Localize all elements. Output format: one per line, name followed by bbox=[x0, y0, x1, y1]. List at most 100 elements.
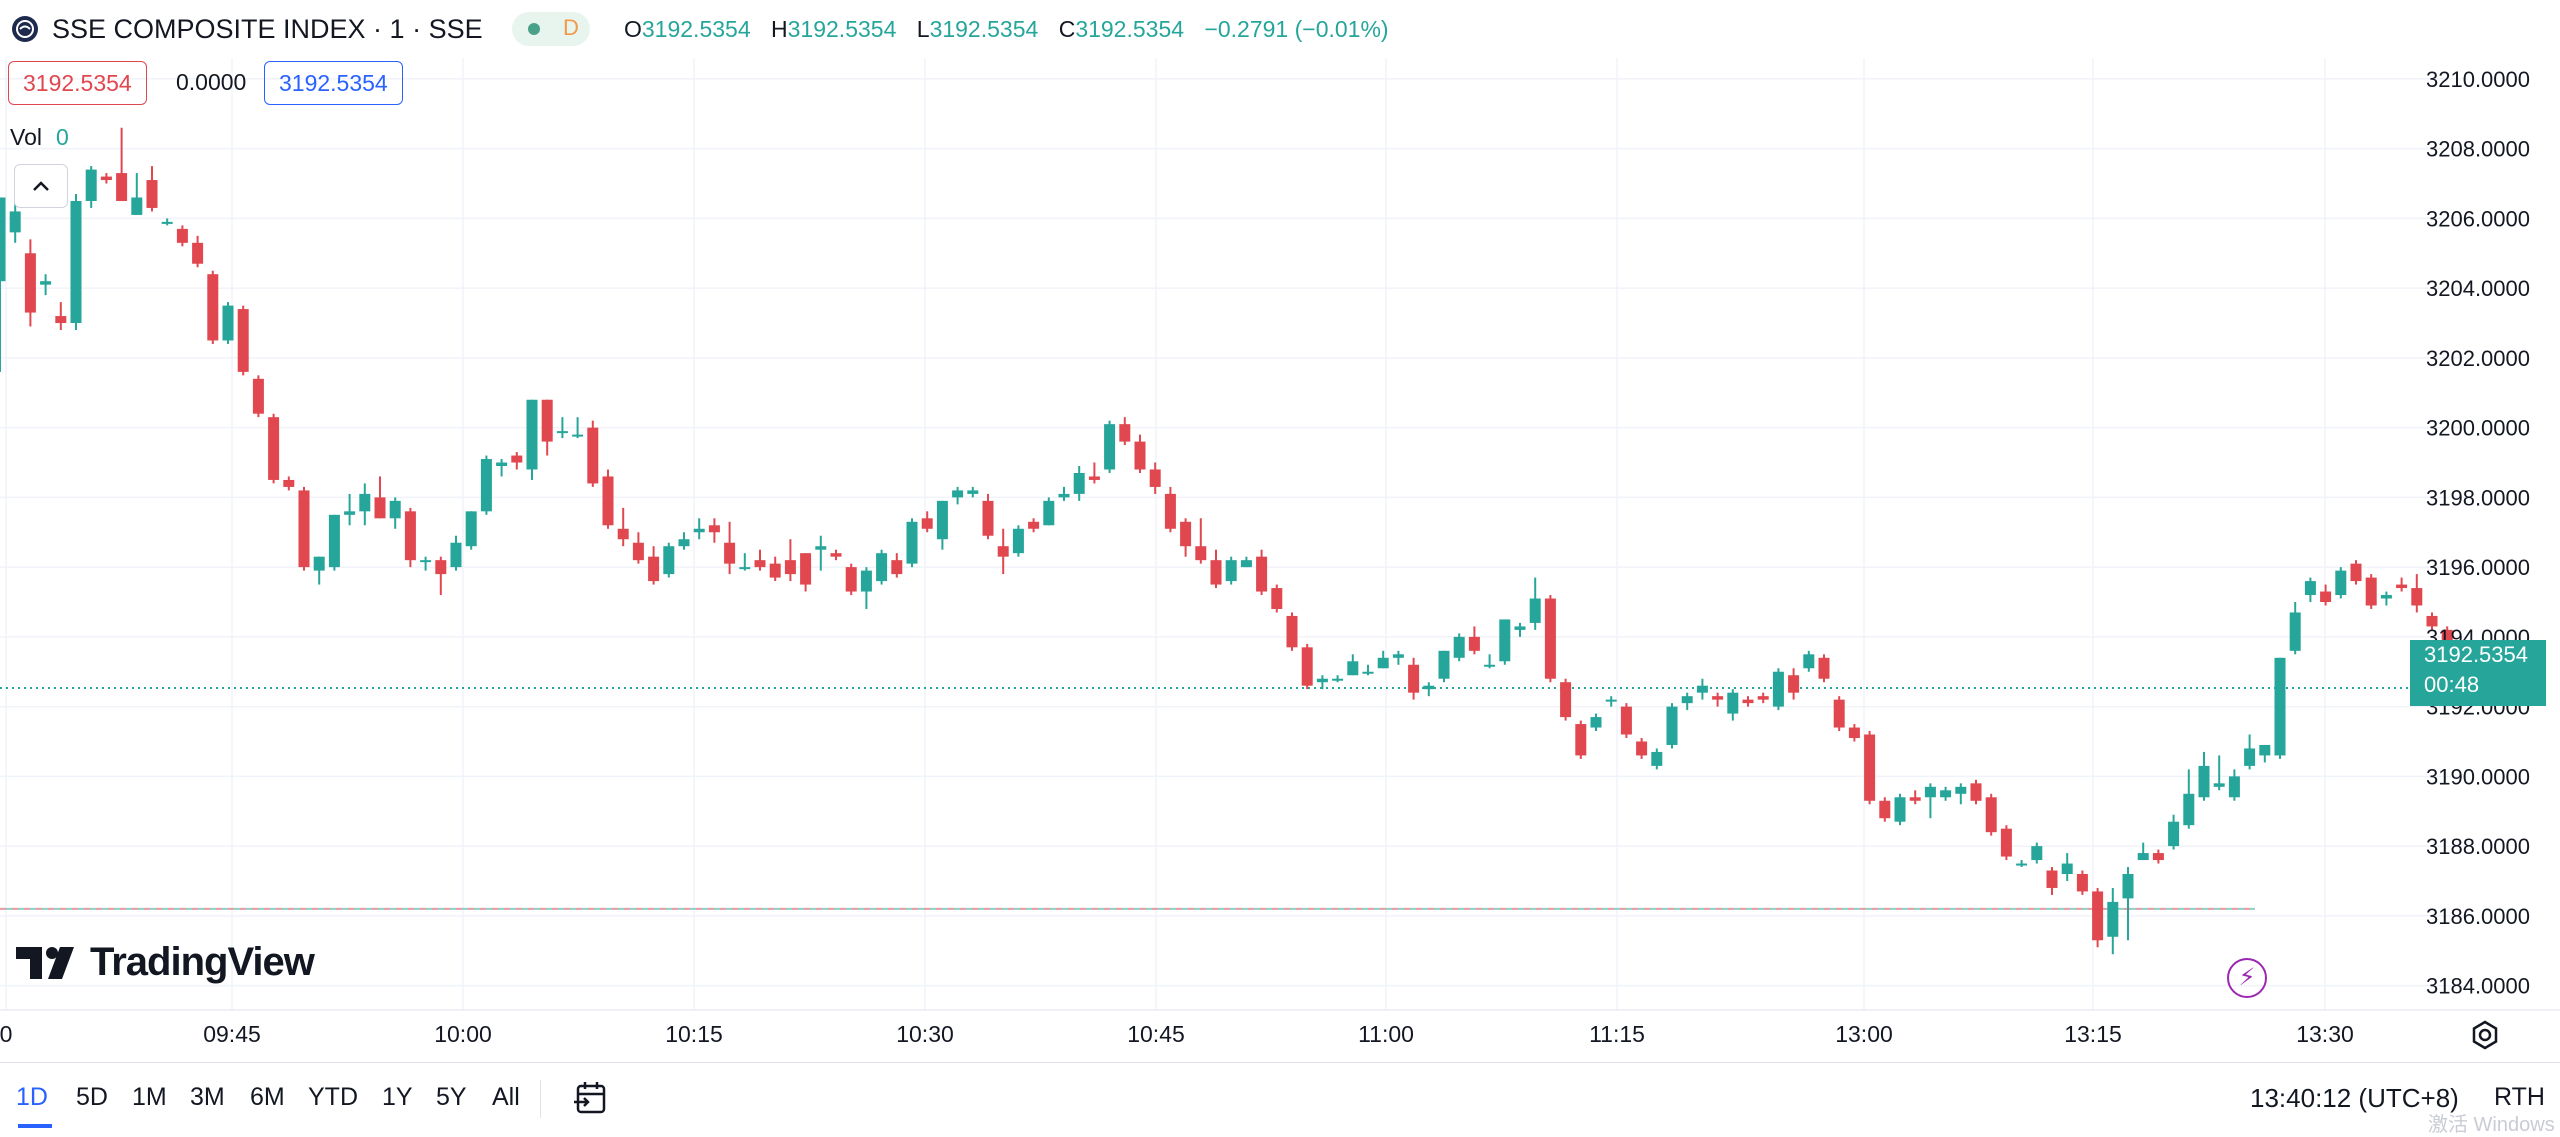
candle-body bbox=[708, 525, 720, 533]
candle-body bbox=[359, 493, 371, 512]
bottom-toolbar bbox=[0, 1062, 2560, 1133]
candle bbox=[2152, 849, 2164, 864]
market-open-dot bbox=[528, 23, 540, 35]
tradingview-logo-icon bbox=[16, 946, 74, 979]
candle bbox=[845, 563, 857, 596]
collapse-legend-button[interactable] bbox=[14, 164, 68, 208]
range-button-3m[interactable]: 3M bbox=[190, 1083, 225, 1111]
candle-body bbox=[1529, 598, 1541, 623]
range-button-all[interactable]: All bbox=[492, 1083, 520, 1111]
candle-body bbox=[404, 511, 416, 561]
lightning-icon[interactable]: ⚡ bbox=[2227, 958, 2267, 998]
candle bbox=[1301, 643, 1313, 690]
candle bbox=[1164, 486, 1176, 533]
candle-body bbox=[1256, 556, 1268, 592]
candle bbox=[2031, 842, 2043, 864]
candle bbox=[1088, 462, 1100, 484]
delayed-data-badge[interactable]: D bbox=[563, 15, 579, 40]
candle bbox=[1803, 650, 1815, 672]
candle-body bbox=[222, 305, 234, 341]
candle bbox=[2335, 567, 2347, 599]
market-status-pill[interactable] bbox=[512, 12, 590, 46]
candle bbox=[1833, 696, 1845, 732]
candle bbox=[2274, 657, 2286, 759]
x-tick-label: 09:45 bbox=[203, 1021, 261, 1047]
candle bbox=[2046, 867, 2058, 895]
candle bbox=[252, 375, 264, 418]
candle-body bbox=[1772, 671, 1784, 707]
candle bbox=[2168, 814, 2180, 850]
range-button-1m[interactable]: 1M bbox=[132, 1083, 167, 1111]
candle bbox=[1453, 633, 1465, 662]
chevron-up-icon bbox=[33, 181, 49, 191]
candle-body bbox=[1332, 678, 1344, 681]
range-button-1y[interactable]: 1Y bbox=[382, 1083, 413, 1111]
candle-body bbox=[2107, 901, 2119, 937]
candle-body bbox=[769, 563, 781, 578]
candle bbox=[465, 511, 477, 550]
candle bbox=[663, 542, 675, 578]
candle-body bbox=[2152, 853, 2164, 861]
candle bbox=[313, 556, 325, 585]
candle-body bbox=[1240, 560, 1252, 568]
candle-body bbox=[2335, 570, 2347, 596]
symbol-title[interactable]: SSE COMPOSITE INDEX · 1 · SSE bbox=[52, 14, 483, 44]
candle bbox=[1499, 619, 1511, 665]
candle bbox=[2228, 769, 2240, 801]
candle-body bbox=[1012, 528, 1024, 554]
candle-body bbox=[587, 427, 599, 484]
goto-date-icon[interactable] bbox=[572, 1078, 612, 1118]
candle bbox=[1772, 668, 1784, 711]
last-price-label: 3192.5354 00:48 bbox=[2410, 640, 2546, 706]
candle bbox=[1347, 654, 1359, 676]
buy-price-button[interactable]: 3192.5354 bbox=[264, 61, 403, 105]
candle-body bbox=[1940, 790, 1952, 798]
candle bbox=[1985, 793, 1997, 836]
candle-body bbox=[1864, 734, 1876, 801]
candle-body bbox=[2320, 591, 2332, 602]
range-button-1d[interactable]: 1D bbox=[16, 1083, 48, 1111]
candle bbox=[1727, 689, 1739, 721]
gear-icon[interactable] bbox=[2468, 1018, 2502, 1052]
candle bbox=[1788, 668, 1800, 700]
candle-body bbox=[192, 242, 204, 264]
candle bbox=[131, 173, 143, 215]
candle-body bbox=[1484, 664, 1496, 667]
candle bbox=[1073, 466, 1085, 501]
price-chart[interactable]: 3184.0000 3186.0000 3188.0000 3190.0000 3192… bbox=[0, 0, 2560, 1062]
candle bbox=[1028, 518, 1040, 533]
range-button-5d[interactable]: 5D bbox=[76, 1083, 108, 1111]
candle-body bbox=[830, 553, 842, 557]
sell-price-button[interactable]: 3192.5354 bbox=[8, 61, 147, 105]
range-button-5y[interactable]: 5Y bbox=[436, 1083, 467, 1111]
candle-body bbox=[1377, 657, 1389, 669]
candle-body bbox=[252, 378, 264, 414]
candle-body bbox=[2061, 863, 2073, 874]
candle bbox=[55, 302, 67, 330]
candle-body bbox=[1560, 682, 1572, 718]
y-tick-label: 3208.0000 bbox=[2426, 137, 2530, 162]
candle-body bbox=[2396, 584, 2408, 589]
clock-timezone[interactable]: 13:40:12 (UTC+8) bbox=[2250, 1083, 2459, 1113]
candle-body bbox=[617, 528, 629, 540]
ohlc-high: 3192.5354 bbox=[787, 16, 897, 42]
last-price-value: 3192.5354 bbox=[2424, 642, 2528, 667]
candle-body bbox=[2426, 615, 2438, 627]
range-button-ytd[interactable]: YTD bbox=[308, 1083, 358, 1111]
candle-body bbox=[2137, 853, 2149, 861]
candle-body bbox=[2016, 863, 2028, 866]
candle-body bbox=[1833, 699, 1845, 728]
symbol-logo-icon bbox=[12, 16, 38, 42]
candle-body bbox=[2350, 563, 2362, 582]
candle bbox=[1119, 417, 1131, 446]
session-button[interactable]: RTH bbox=[2494, 1083, 2545, 1111]
candle-body bbox=[526, 399, 538, 470]
candle bbox=[328, 514, 340, 571]
candle bbox=[100, 173, 112, 184]
candle bbox=[1423, 682, 1435, 697]
x-tick-label: 10:30 bbox=[896, 1021, 954, 1047]
ohlc-change: −0.2791 (−0.01%) bbox=[1204, 16, 1389, 42]
tradingview-logo[interactable]: TradingView bbox=[16, 940, 315, 985]
range-button-6m[interactable]: 6M bbox=[250, 1083, 285, 1111]
candle bbox=[1894, 793, 1906, 826]
